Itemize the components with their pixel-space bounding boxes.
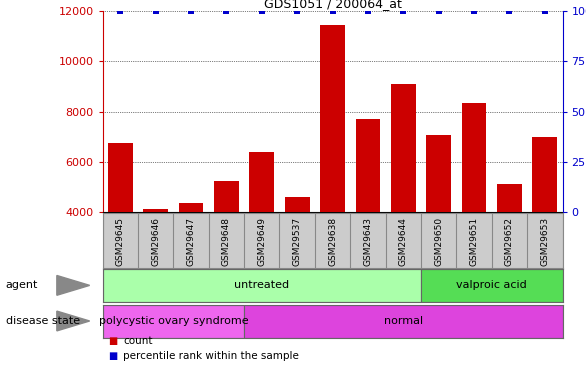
Bar bbox=[356, 119, 380, 312]
Text: untreated: untreated bbox=[234, 280, 289, 290]
Point bbox=[398, 8, 408, 14]
Text: GSM29651: GSM29651 bbox=[469, 217, 479, 266]
Polygon shape bbox=[57, 276, 90, 295]
Point bbox=[363, 8, 373, 14]
Title: GDS1051 / 200064_at: GDS1051 / 200064_at bbox=[264, 0, 401, 10]
Text: count: count bbox=[123, 336, 152, 346]
Text: polycystic ovary syndrome: polycystic ovary syndrome bbox=[98, 316, 248, 326]
Bar bbox=[244, 304, 563, 338]
Bar bbox=[179, 203, 203, 312]
Bar bbox=[391, 84, 415, 312]
Bar bbox=[533, 136, 557, 312]
Point bbox=[540, 8, 550, 14]
Text: ■: ■ bbox=[108, 351, 118, 361]
Point bbox=[434, 8, 444, 14]
Bar bbox=[285, 197, 309, 312]
Point bbox=[328, 8, 337, 14]
Bar bbox=[320, 25, 345, 312]
Bar bbox=[108, 143, 132, 312]
Text: percentile rank within the sample: percentile rank within the sample bbox=[123, 351, 299, 361]
Point bbox=[115, 8, 125, 14]
Polygon shape bbox=[57, 311, 90, 331]
Point bbox=[186, 8, 196, 14]
Text: GSM29644: GSM29644 bbox=[399, 217, 408, 266]
Point bbox=[292, 8, 302, 14]
Text: GSM29650: GSM29650 bbox=[434, 217, 443, 266]
Text: disease state: disease state bbox=[6, 316, 80, 326]
Text: GSM29643: GSM29643 bbox=[363, 217, 373, 266]
Bar bbox=[421, 269, 563, 302]
Text: GSM29653: GSM29653 bbox=[540, 217, 549, 266]
Text: GSM29648: GSM29648 bbox=[222, 217, 231, 266]
Text: GSM29647: GSM29647 bbox=[186, 217, 196, 266]
Text: GSM29645: GSM29645 bbox=[116, 217, 125, 266]
Bar bbox=[497, 184, 522, 312]
Text: agent: agent bbox=[6, 280, 38, 290]
Text: normal: normal bbox=[384, 316, 423, 326]
Point bbox=[151, 8, 161, 14]
Text: valproic acid: valproic acid bbox=[456, 280, 527, 290]
Bar bbox=[103, 269, 421, 302]
Point bbox=[222, 8, 231, 14]
Text: ■: ■ bbox=[108, 336, 118, 346]
Bar bbox=[103, 304, 244, 338]
Bar bbox=[214, 180, 239, 312]
Text: GSM29646: GSM29646 bbox=[151, 217, 160, 266]
Text: GSM29638: GSM29638 bbox=[328, 217, 337, 266]
Bar bbox=[250, 152, 274, 312]
Text: GSM29537: GSM29537 bbox=[292, 217, 302, 266]
Point bbox=[469, 8, 479, 14]
Text: GSM29652: GSM29652 bbox=[505, 217, 514, 266]
Bar bbox=[143, 209, 168, 312]
Point bbox=[505, 8, 514, 14]
Text: GSM29649: GSM29649 bbox=[257, 217, 266, 266]
Point bbox=[257, 8, 267, 14]
Bar bbox=[427, 135, 451, 312]
Bar bbox=[462, 103, 486, 312]
